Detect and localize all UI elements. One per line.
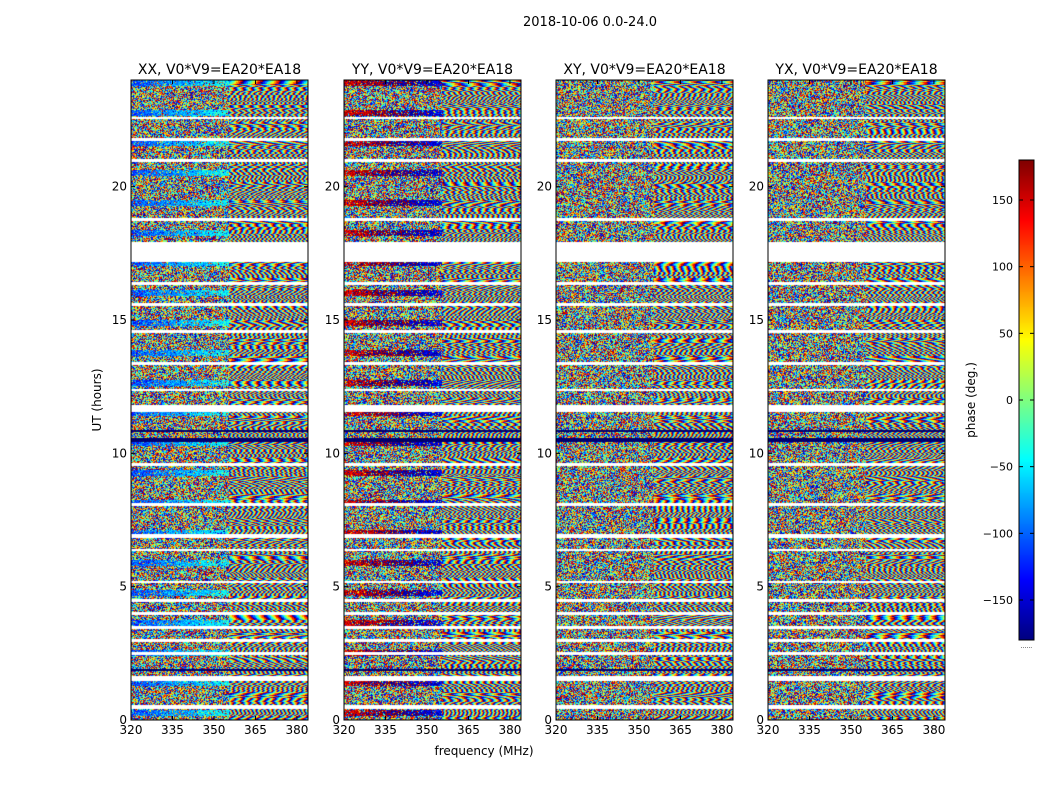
x-tick-label: 335 <box>161 723 184 737</box>
y-tick-label: 5 <box>332 580 340 594</box>
panel-title: YX, V0*V9=EA20*EA18 <box>774 62 937 78</box>
colorbar-tick-label: 150 <box>992 194 1013 207</box>
axes-frame <box>555 79 734 721</box>
colorbar-label: phase (deg.) <box>964 362 978 438</box>
x-tick-label: 335 <box>374 723 397 737</box>
axes-frame <box>343 79 522 721</box>
panel-title: XX, V0*V9=EA20*EA18 <box>138 62 301 78</box>
panel-2: XY, V0*V9=EA20*EA18 320 335 350 365 380 0 5 10 15… <box>537 62 734 737</box>
colorbar-tick-label: 0 <box>1006 394 1013 407</box>
y-tick-label: 15 <box>749 313 764 327</box>
axes-frame <box>130 79 309 721</box>
heatmap-3 <box>768 80 945 720</box>
x-tick-label: 335 <box>586 723 609 737</box>
x-tick-label: 365 <box>457 723 480 737</box>
y-tick-label: 5 <box>119 580 127 594</box>
x-tick-label: 350 <box>628 723 651 737</box>
x-tick-label: 380 <box>922 723 945 737</box>
y-tick-label: 15 <box>112 313 127 327</box>
y-tick-label: 20 <box>325 180 340 194</box>
x-tick-label: 350 <box>203 723 226 737</box>
x-tick-label: 320 <box>120 723 143 737</box>
y-tick-label: 5 <box>544 580 552 594</box>
figure-title: 2018-10-06 0.0-24.0 <box>523 15 657 30</box>
colorbar-tick-label: −50 <box>990 461 1013 474</box>
colorbar-gradient <box>1019 160 1034 640</box>
y-tick-label: 0 <box>119 713 127 727</box>
colorbar-under-label: ...... <box>1021 643 1033 650</box>
heatmap-1 <box>344 80 521 720</box>
y-tick-label: 10 <box>325 446 340 460</box>
x-tick-label: 320 <box>333 723 356 737</box>
y-tick-label: 10 <box>749 446 764 460</box>
x-tick-label: 320 <box>545 723 568 737</box>
y-tick-label: 15 <box>537 313 552 327</box>
y-tick-label: 20 <box>112 180 127 194</box>
y-tick-label: 20 <box>537 180 552 194</box>
y-tick-label: 5 <box>756 580 764 594</box>
x-tick-label: 335 <box>798 723 821 737</box>
y-tick-label: 0 <box>756 713 764 727</box>
x-tick-label: 350 <box>840 723 863 737</box>
panel-title: XY, V0*V9=EA20*EA18 <box>563 62 725 78</box>
x-tick-label: 350 <box>416 723 439 737</box>
panel-0: XX, V0*V9=EA20*EA18 320 335 350 365 380 0 5 10 15… <box>112 62 309 737</box>
colorbar-tick-label: −100 <box>983 527 1013 540</box>
panel-title: YY, V0*V9=EA20*EA18 <box>351 62 513 78</box>
colorbar-tick-label: 100 <box>992 261 1013 274</box>
x-tick-label: 365 <box>244 723 267 737</box>
x-tick-label: 320 <box>757 723 780 737</box>
heatmap-0 <box>131 80 308 720</box>
x-tick-label: 365 <box>669 723 692 737</box>
panel-3: YX, V0*V9=EA20*EA18 320 335 350 365 380 0 5 10 15… <box>749 62 946 737</box>
y-axis-label: UT (hours) <box>90 368 104 431</box>
x-tick-label: 380 <box>285 723 308 737</box>
y-tick-label: 0 <box>332 713 340 727</box>
x-tick-label: 380 <box>710 723 733 737</box>
colorbar-tick-label: 50 <box>999 327 1013 340</box>
panels-group: XX, V0*V9=EA20*EA18 320 335 350 365 380 0 5 10 15… <box>112 62 946 737</box>
y-tick-label: 10 <box>537 446 552 460</box>
heatmap-2 <box>556 80 733 720</box>
x-axis-label: frequency (MHz) <box>434 744 533 758</box>
y-tick-label: 15 <box>325 313 340 327</box>
y-tick-label: 10 <box>112 446 127 460</box>
colorbar: 150 100 50 0 −50 −100 −150 phase (deg.)...... <box>964 159 1035 650</box>
y-tick-label: 0 <box>544 713 552 727</box>
x-tick-label: 380 <box>498 723 521 737</box>
colorbar-tick-label: −150 <box>983 594 1013 607</box>
panel-1: YY, V0*V9=EA20*EA18 320 335 350 365 380 0 5 10 15… <box>325 62 522 737</box>
y-tick-label: 20 <box>749 180 764 194</box>
axes-frame <box>767 79 946 721</box>
x-tick-label: 365 <box>881 723 904 737</box>
